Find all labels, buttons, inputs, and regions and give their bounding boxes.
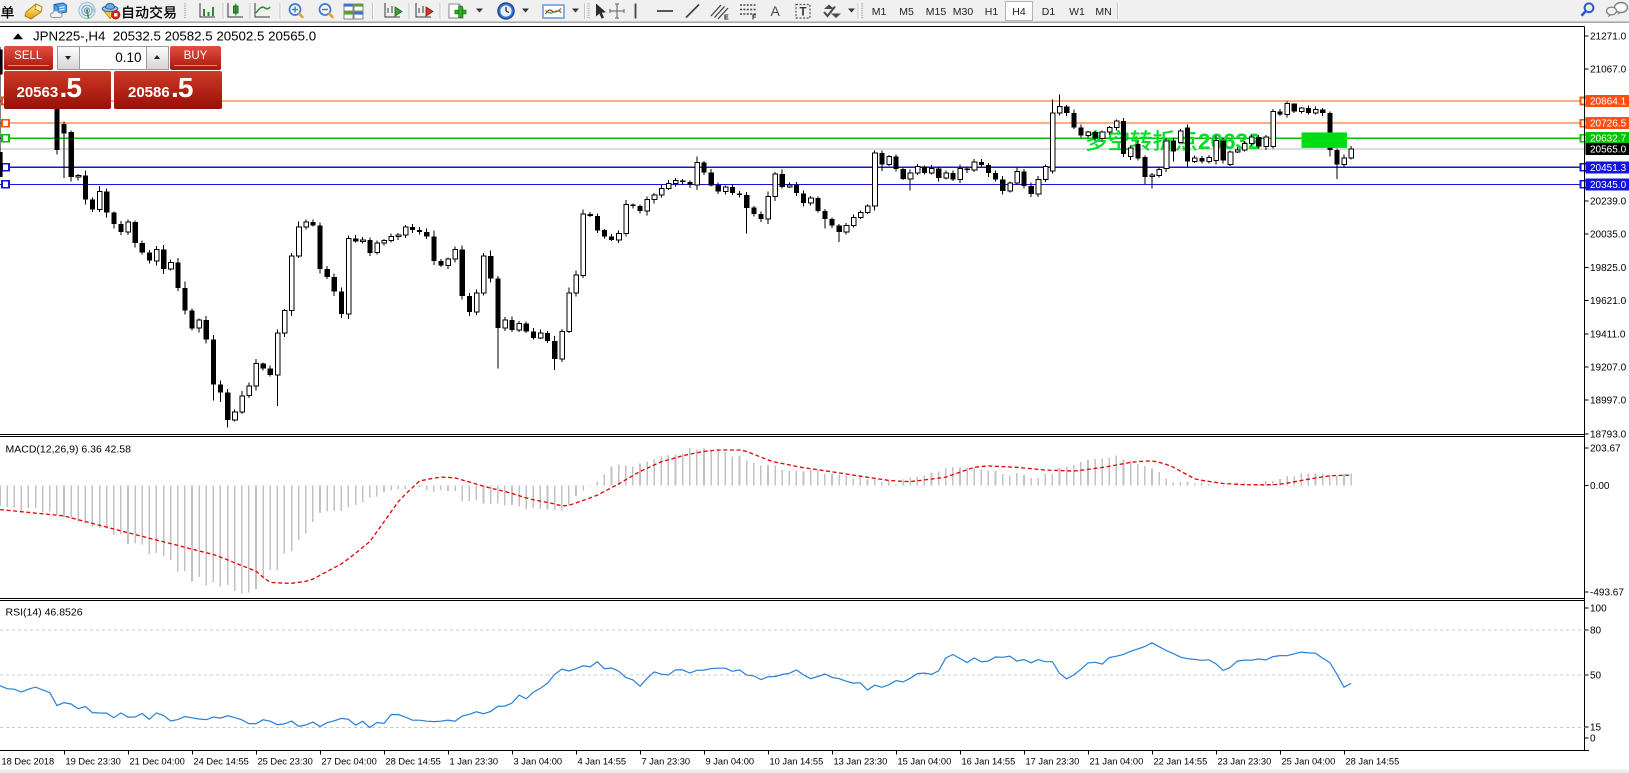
svg-text:H1: H1 (985, 6, 999, 18)
svg-text:19207.0: 19207.0 (1590, 363, 1627, 374)
svg-text:9 Jan 04:00: 9 Jan 04:00 (706, 757, 755, 767)
svg-text:JPN225-,H4 20532.5 20582.5 20: JPN225-,H4 20532.5 20582.5 20502.5 20565… (33, 29, 316, 44)
svg-text:F: F (752, 15, 757, 22)
svg-text:28 Dec 14:55: 28 Dec 14:55 (386, 757, 441, 767)
svg-text:19825.0: 19825.0 (1590, 263, 1627, 274)
svg-text:50: 50 (1590, 671, 1602, 682)
svg-text:20632.7: 20632.7 (1590, 134, 1627, 145)
svg-text:80: 80 (1590, 626, 1602, 637)
svg-text:15 Jan 04:00: 15 Jan 04:00 (898, 757, 952, 767)
svg-text:203.67: 203.67 (1590, 444, 1621, 455)
svg-text:4 Jan 14:55: 4 Jan 14:55 (578, 757, 627, 767)
svg-text:1 Jan 23:30: 1 Jan 23:30 (450, 757, 499, 767)
svg-text:M15: M15 (926, 6, 947, 18)
svg-text:W1: W1 (1069, 6, 1085, 18)
svg-text:18 Dec 2018: 18 Dec 2018 (2, 757, 55, 767)
svg-text:18997.0: 18997.0 (1590, 396, 1627, 407)
svg-text:23 Jan 23:30: 23 Jan 23:30 (1218, 757, 1272, 767)
svg-text:19411.0: 19411.0 (1590, 330, 1626, 341)
svg-text:A: A (771, 3, 781, 19)
svg-text:27 Dec 04:00: 27 Dec 04:00 (322, 757, 377, 767)
svg-text:0.00: 0.00 (1590, 481, 1610, 492)
svg-text:19 Dec 23:30: 19 Dec 23:30 (66, 757, 121, 767)
svg-text:13 Jan 23:30: 13 Jan 23:30 (834, 757, 888, 767)
svg-text:21271.0: 21271.0 (1590, 32, 1627, 43)
svg-text:20345.0: 20345.0 (1590, 180, 1627, 191)
svg-text:-493.67: -493.67 (1590, 588, 1624, 599)
svg-text:M30: M30 (953, 6, 974, 18)
svg-text:M5: M5 (899, 6, 914, 18)
svg-text:H4: H4 (1012, 6, 1026, 18)
svg-text:20035.0: 20035.0 (1590, 230, 1627, 241)
svg-text:15: 15 (1590, 723, 1602, 734)
svg-text:21 Dec 04:00: 21 Dec 04:00 (130, 757, 185, 767)
svg-text:100: 100 (1590, 604, 1607, 615)
svg-text:7 Jan 23:30: 7 Jan 23:30 (642, 757, 691, 767)
svg-text:20451.3: 20451.3 (1590, 163, 1627, 174)
svg-text:24 Dec 14:55: 24 Dec 14:55 (194, 757, 249, 767)
svg-text:M1: M1 (872, 6, 887, 18)
svg-text:3 Jan 04:00: 3 Jan 04:00 (514, 757, 563, 767)
svg-text:MN: MN (1095, 6, 1111, 18)
svg-text:25 Jan 04:00: 25 Jan 04:00 (1282, 757, 1336, 767)
svg-text:16 Jan 14:55: 16 Jan 14:55 (962, 757, 1016, 767)
svg-text:18793.0: 18793.0 (1590, 430, 1627, 441)
svg-text:20239.0: 20239.0 (1590, 197, 1627, 208)
svg-text:20864.1: 20864.1 (1590, 97, 1627, 108)
svg-text:0: 0 (1590, 734, 1596, 745)
svg-text:20565.0: 20565.0 (1590, 145, 1627, 156)
svg-text:19621.0: 19621.0 (1590, 296, 1627, 307)
svg-text:20726.5: 20726.5 (1590, 119, 1627, 130)
svg-text:10 Jan 14:55: 10 Jan 14:55 (770, 757, 824, 767)
svg-text:MACD(12,26,9) 6.36 42.58: MACD(12,26,9) 6.36 42.58 (6, 444, 132, 456)
svg-text:E: E (724, 15, 729, 22)
svg-text:28 Jan 14:55: 28 Jan 14:55 (1346, 757, 1400, 767)
svg-text:17 Jan 23:30: 17 Jan 23:30 (1026, 757, 1080, 767)
svg-text:21 Jan 04:00: 21 Jan 04:00 (1090, 757, 1144, 767)
svg-text:25 Dec 23:30: 25 Dec 23:30 (258, 757, 313, 767)
svg-text:D1: D1 (1042, 6, 1056, 18)
svg-text:21067.0: 21067.0 (1590, 65, 1627, 76)
svg-text:RSI(14) 46.8526: RSI(14) 46.8526 (6, 607, 83, 619)
svg-text:22 Jan 14:55: 22 Jan 14:55 (1154, 757, 1208, 767)
svg-text:T: T (800, 7, 807, 19)
